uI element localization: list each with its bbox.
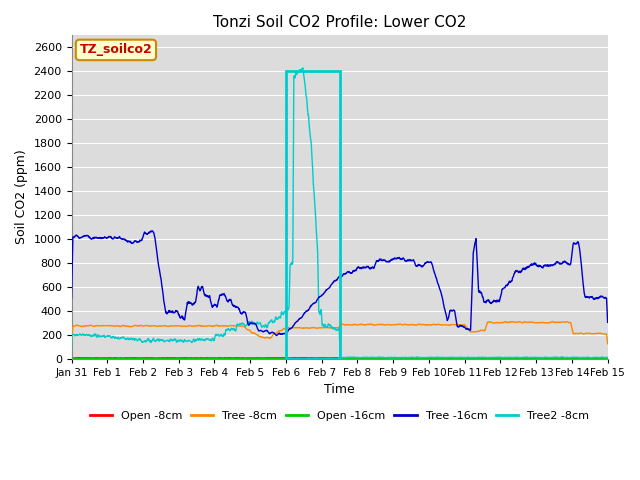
Bar [286, 72, 340, 359]
X-axis label: Time: Time [324, 384, 355, 396]
Open -16cm [588, 356, 596, 361]
Tree -16cm [589, 295, 596, 300]
Tree2 -8cm [462, 355, 470, 361]
Tree2 -8cm [314, 283, 322, 288]
Tree -16cm [315, 295, 323, 300]
Tree -16cm [329, 280, 337, 286]
Tree -16cm [68, 295, 76, 301]
Line: Tree2 -8cm: Tree2 -8cm [72, 68, 607, 358]
Legend: Open -8cm, Tree -8cm, Open -16cm, Tree -16cm, Tree2 -8cm: Open -8cm, Tree -8cm, Open -16cm, Tree -… [86, 407, 594, 425]
Open -16cm [413, 355, 420, 361]
Tree -16cm [589, 294, 596, 300]
Open -16cm [589, 356, 596, 361]
Open -8cm [314, 355, 322, 361]
Open -8cm [95, 355, 103, 360]
Tree -16cm [490, 299, 498, 304]
Tree -8cm [604, 341, 611, 347]
Line: Tree -8cm: Tree -8cm [72, 322, 607, 344]
Tree -8cm [589, 331, 596, 337]
Open -8cm [328, 355, 336, 361]
Line: Tree -16cm: Tree -16cm [72, 231, 607, 336]
Open -16cm [68, 356, 76, 361]
Open -8cm [588, 355, 596, 360]
Text: TZ_soilco2: TZ_soilco2 [79, 43, 152, 57]
Tree2 -8cm [95, 334, 103, 339]
Open -8cm [604, 355, 611, 361]
Tree -16cm [95, 235, 103, 240]
Tree -8cm [328, 325, 336, 331]
Tree -8cm [490, 320, 497, 326]
Tree2 -8cm [604, 355, 611, 360]
Open -16cm [314, 356, 322, 361]
Open -8cm [68, 356, 76, 361]
Tree -16cm [148, 228, 156, 234]
Open -8cm [486, 355, 493, 360]
Open -16cm [490, 356, 498, 361]
Open -8cm [490, 355, 498, 361]
Tree2 -8cm [68, 344, 76, 350]
Tree2 -8cm [328, 325, 336, 331]
Tree -8cm [588, 331, 596, 336]
Y-axis label: Soil CO2 (ppm): Soil CO2 (ppm) [15, 150, 28, 244]
Tree2 -8cm [589, 355, 596, 360]
Line: Open -8cm: Open -8cm [72, 358, 607, 359]
Tree -8cm [68, 340, 76, 346]
Tree2 -8cm [299, 65, 307, 71]
Tree -8cm [95, 323, 103, 328]
Tree -8cm [549, 319, 557, 324]
Open -16cm [328, 356, 336, 361]
Tree -16cm [604, 320, 611, 325]
Open -16cm [95, 355, 103, 361]
Tree -8cm [314, 325, 322, 331]
Open -16cm [604, 356, 611, 361]
Open -8cm [589, 355, 596, 360]
Tree2 -8cm [589, 355, 596, 360]
Tree2 -8cm [490, 354, 498, 360]
Title: Tonzi Soil CO2 Profile: Lower CO2: Tonzi Soil CO2 Profile: Lower CO2 [213, 15, 467, 30]
Tree -16cm [273, 333, 280, 338]
